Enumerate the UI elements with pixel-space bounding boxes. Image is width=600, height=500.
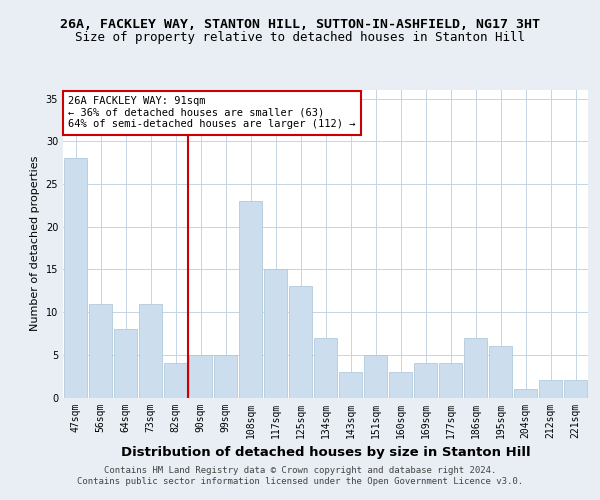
- Bar: [164, 364, 187, 398]
- Text: Contains HM Land Registry data © Crown copyright and database right 2024.: Contains HM Land Registry data © Crown c…: [104, 466, 496, 475]
- Bar: [488, 346, 512, 398]
- Bar: [289, 286, 313, 398]
- Bar: [263, 270, 287, 398]
- X-axis label: Distribution of detached houses by size in Stanton Hill: Distribution of detached houses by size …: [121, 446, 530, 459]
- Bar: [563, 380, 587, 398]
- Bar: [113, 329, 137, 398]
- Bar: [214, 355, 238, 398]
- Text: 26A FACKLEY WAY: 91sqm
← 36% of detached houses are smaller (63)
64% of semi-det: 26A FACKLEY WAY: 91sqm ← 36% of detached…: [68, 96, 356, 130]
- Bar: [338, 372, 362, 398]
- Bar: [314, 338, 337, 398]
- Bar: [239, 201, 262, 398]
- Bar: [188, 355, 212, 398]
- Y-axis label: Number of detached properties: Number of detached properties: [30, 156, 40, 332]
- Text: Contains public sector information licensed under the Open Government Licence v3: Contains public sector information licen…: [77, 478, 523, 486]
- Bar: [64, 158, 88, 398]
- Bar: [539, 380, 562, 398]
- Bar: [89, 304, 112, 398]
- Bar: [413, 364, 437, 398]
- Bar: [464, 338, 487, 398]
- Bar: [139, 304, 163, 398]
- Text: Size of property relative to detached houses in Stanton Hill: Size of property relative to detached ho…: [75, 31, 525, 44]
- Bar: [439, 364, 463, 398]
- Bar: [364, 355, 388, 398]
- Text: 26A, FACKLEY WAY, STANTON HILL, SUTTON-IN-ASHFIELD, NG17 3HT: 26A, FACKLEY WAY, STANTON HILL, SUTTON-I…: [60, 18, 540, 30]
- Bar: [389, 372, 412, 398]
- Bar: [514, 389, 538, 398]
